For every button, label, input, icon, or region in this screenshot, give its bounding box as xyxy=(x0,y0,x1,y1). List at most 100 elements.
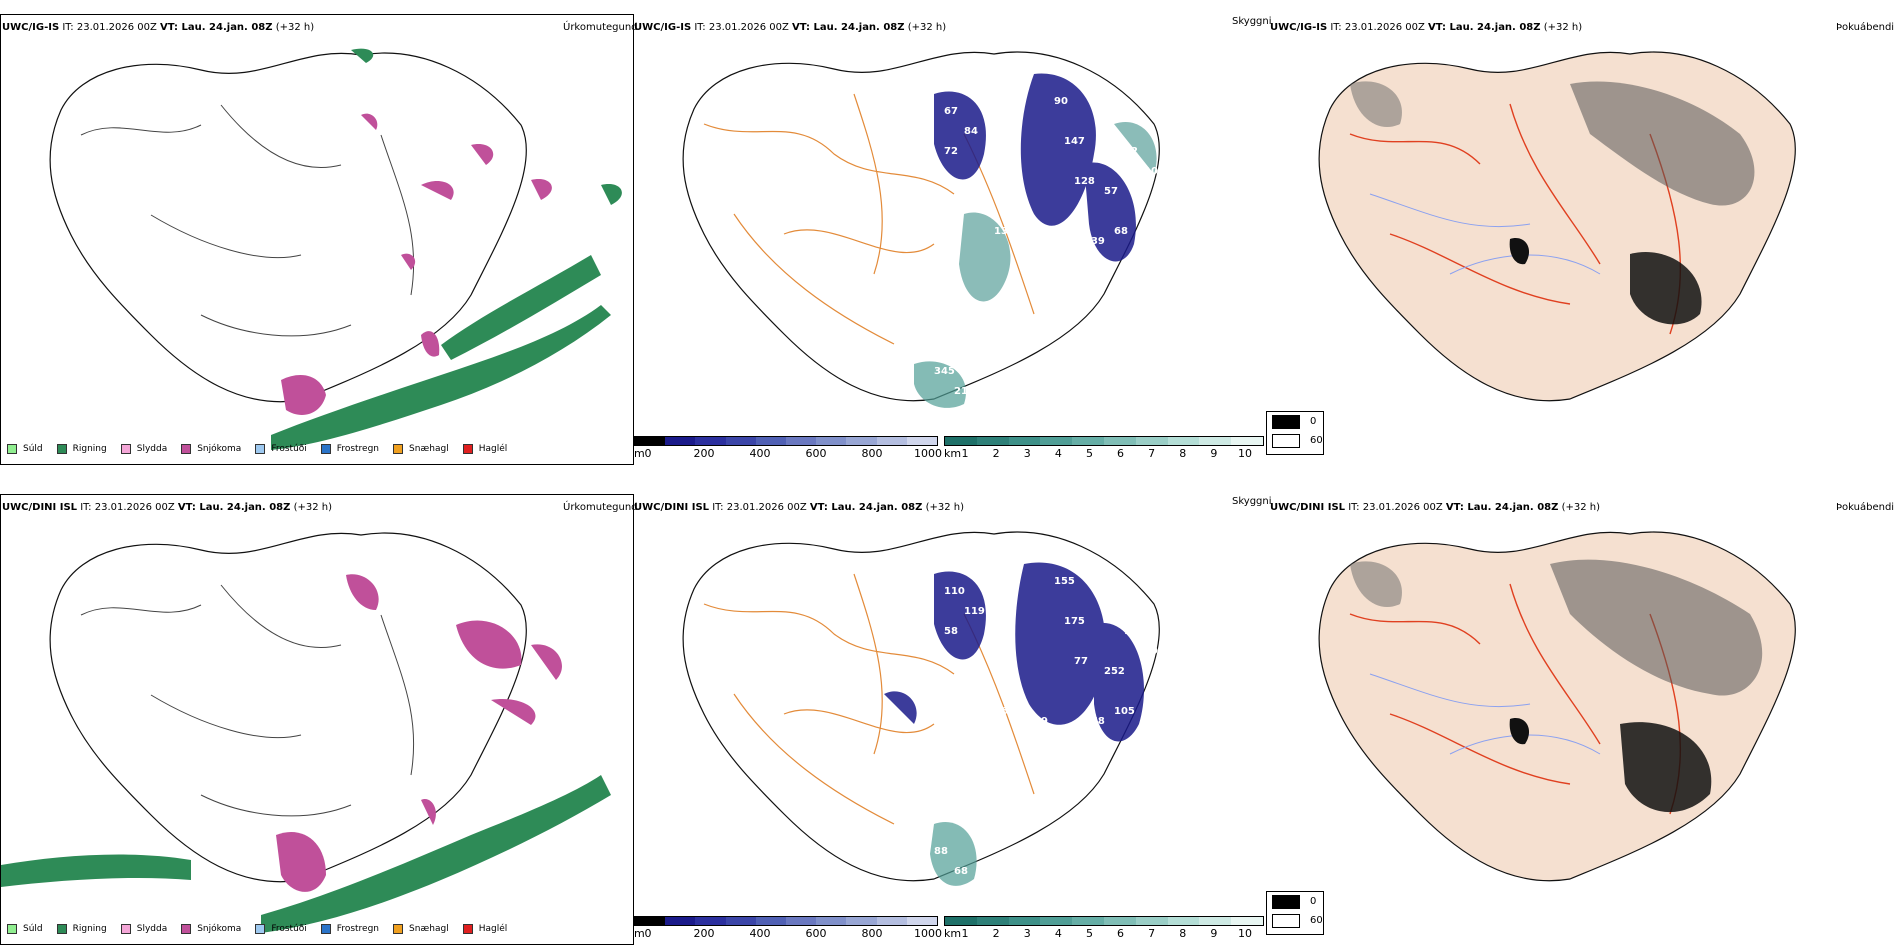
colorbar-segment xyxy=(1103,437,1136,445)
visibility-value-label: 184 xyxy=(1124,626,1145,637)
issue-time: IT: 23.01.2026 00Z xyxy=(691,22,793,33)
visibility-value-label: 168 xyxy=(1084,716,1105,727)
colorbar-tick-label: 9 xyxy=(1210,927,1218,940)
colorbar-segment xyxy=(906,917,938,925)
vis-unit-km-top: km xyxy=(944,447,962,460)
colorbar-tick-label: 400 xyxy=(749,927,771,940)
precip-legend-item: Frostúði xyxy=(255,924,307,934)
panel-header-vis-bottom: UWC/DINI ISL IT: 23.01.2026 00Z VT: Lau.… xyxy=(634,502,964,513)
visibility-value-label: 119 xyxy=(1054,766,1075,777)
legend-label: Súld xyxy=(23,924,43,934)
colorbar-segment xyxy=(846,437,877,445)
legend-swatch xyxy=(320,924,331,934)
colorbar-segment xyxy=(976,917,1009,925)
ceil-legend-bottom: 0 60 xyxy=(1266,891,1324,935)
legend-swatch xyxy=(320,444,331,454)
legend-swatch xyxy=(393,444,404,454)
colorbar-tick-label: 800 xyxy=(861,927,883,940)
visibility-value-label: 08 xyxy=(1104,101,1118,112)
ceil-map-bottom xyxy=(1318,531,1796,882)
ceil-map-panel-top xyxy=(1270,14,1900,444)
legend-swatch xyxy=(255,924,266,934)
precip-legend-item: Haglél xyxy=(462,924,507,934)
colorbar-tick-label: 3 xyxy=(1023,927,1031,940)
visibility-value-label: 191 xyxy=(1034,236,1055,247)
ceil-legend-item: 0 xyxy=(1267,892,1323,911)
colorbar-tick-label: 2 xyxy=(992,447,1000,460)
legend-label: 0 xyxy=(1310,896,1317,907)
model-name: UWC/IG-IS xyxy=(1270,22,1328,33)
model-name: UWC/DINI ISL xyxy=(1270,502,1346,513)
colorbar-tick-label: 1000 xyxy=(914,447,942,460)
precip-legend-item: Frostúði xyxy=(255,444,307,454)
issue-time: IT: 23.01.2026 00Z xyxy=(1345,502,1446,513)
legend-label: Snæhagl xyxy=(409,444,449,454)
colorbar-segment xyxy=(1167,437,1200,445)
vis-colorbar-km-top xyxy=(944,436,1264,446)
visibility-value-label: 90 xyxy=(1054,96,1068,107)
colorbar-segment xyxy=(945,917,977,925)
lead-time: (+32 h) xyxy=(272,22,315,33)
vis-colorbar-m-top xyxy=(634,436,938,446)
colorbar-segment xyxy=(755,917,787,925)
visibility-value-label: 193 xyxy=(1144,646,1165,657)
visibility-value-label: 139 xyxy=(1084,236,1105,247)
legend-swatch xyxy=(120,924,131,934)
colorbar-segment xyxy=(976,437,1009,445)
legend-swatch xyxy=(1272,894,1300,909)
issue-time: IT: 23.01.2026 00Z xyxy=(1327,22,1429,33)
legend-label: 60 xyxy=(1310,915,1323,926)
legend-label: Snæhagl xyxy=(409,924,449,934)
colorbar-segment xyxy=(1231,437,1263,445)
ceil-legend-top: 0 60 xyxy=(1266,411,1324,455)
ceil-title-bottom: Þokuábendi xyxy=(1836,502,1895,513)
ceil-legend-item: 60 xyxy=(1267,431,1323,450)
precip-legend-item: Rigning xyxy=(56,444,107,454)
colorbar-segment xyxy=(1199,917,1232,925)
colorbar-tick-label: 7 xyxy=(1148,927,1156,940)
colorbar-tick-label: 5 xyxy=(1085,447,1093,460)
precip-legend-item: Snæhagl xyxy=(393,924,449,934)
colorbar-tick-label: 400 xyxy=(749,447,771,460)
legend-swatch xyxy=(7,924,17,934)
precip-legend-item: Frostregn xyxy=(320,924,379,934)
colorbar-segment xyxy=(1040,437,1073,445)
panel-header-ceil-bottom: UWC/DINI ISL IT: 23.01.2026 00Z VT: Lau.… xyxy=(1270,502,1600,513)
visibility-value-label: 218 xyxy=(954,386,975,397)
legend-swatch xyxy=(1272,913,1300,928)
colorbar-tick-label: 10 xyxy=(1238,927,1252,940)
visibility-value-label: 345 xyxy=(934,366,955,377)
colorbar-tick-label: 200 xyxy=(693,927,715,940)
lead-time: (+32 h) xyxy=(1558,502,1600,513)
vis-map-panel-bottom: 110 119 58 155 175 77 252 184 193 76 89 168 105 119 79… xyxy=(634,494,1270,924)
colorbar-segment xyxy=(635,917,666,925)
precip-map-panel-top: Súld Rigning Slydda Snjókoma Frostúði Frostre… xyxy=(0,14,634,465)
legend-swatch xyxy=(181,444,192,454)
legend-swatch xyxy=(56,444,67,454)
vis-unit-m-bottom: m xyxy=(634,927,645,940)
precip-legend-item: Rigning xyxy=(56,924,107,934)
legend-label: Snjókoma xyxy=(197,444,242,454)
vis-ticks-km-top: 1 2 3 4 5 6 7 8 9 10 xyxy=(962,447,1255,461)
colorbar-segment xyxy=(786,917,817,925)
precip-legend-item: Súld xyxy=(7,924,43,934)
visibility-value-label: 84 xyxy=(964,126,978,137)
colorbar-tick-label: 8 xyxy=(1179,447,1187,460)
ceil-map-top xyxy=(1318,51,1796,402)
colorbar-segment xyxy=(1072,437,1104,445)
colorbar-segment xyxy=(816,917,847,925)
model-name: UWC/DINI ISL xyxy=(2,502,78,513)
visibility-value-label: 72 xyxy=(944,146,958,157)
colorbar-segment xyxy=(1199,437,1232,445)
valid-time: VT: Lau. 24.jan. 08Z xyxy=(160,22,273,33)
vis-unit-m-top: m xyxy=(634,447,645,460)
precip-legend-item: Snæhagl xyxy=(393,444,449,454)
visibility-value-label: 155 xyxy=(1054,576,1075,587)
ceil-map-panel-bottom xyxy=(1270,494,1900,924)
visibility-value-label: 155 xyxy=(1034,306,1055,317)
colorbar-segment xyxy=(1103,917,1136,925)
colorbar-segment xyxy=(725,917,756,925)
colorbar-tick-label: 6 xyxy=(1117,447,1125,460)
issue-time: IT: 23.01.2026 00Z xyxy=(59,22,161,33)
legend-swatch xyxy=(462,444,473,454)
